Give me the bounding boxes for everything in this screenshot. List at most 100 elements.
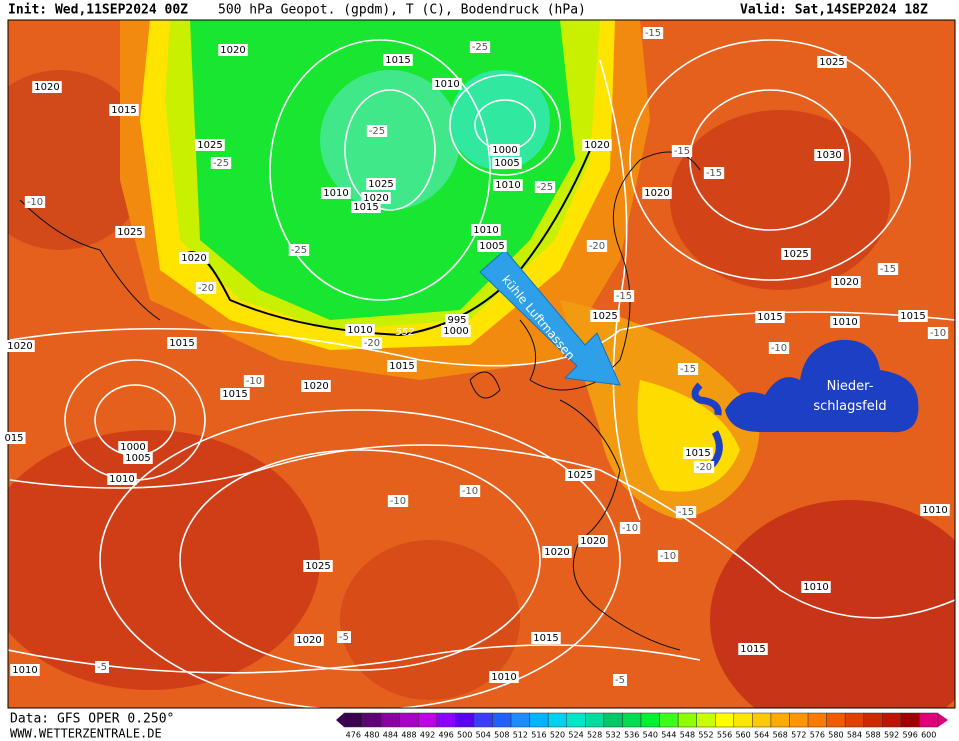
cloud-label: schlagsfeld [813, 399, 886, 414]
temperature-label: -15 [880, 264, 896, 275]
temperature-label-box [613, 674, 627, 686]
isobar-label-box [115, 226, 145, 238]
isobar-label: 1025 [783, 249, 808, 260]
isobar-label-box [123, 452, 153, 464]
map-frame [7, 19, 956, 709]
colorbar-left-tip [336, 713, 344, 727]
isobar-label: 1025 [117, 227, 142, 238]
temperature-label-box [768, 342, 790, 354]
site-url: WWW.WETTERZENTRALE.DE [10, 727, 162, 741]
isobar-label: 1020 [363, 193, 388, 204]
temperature-label: -25 [537, 182, 553, 193]
colorbar-label: 556 [717, 731, 732, 740]
colorbar-label: 516 [531, 731, 546, 740]
colorbar-cell [492, 712, 512, 728]
isobar-label-box [220, 388, 250, 400]
colorbar-label: 600 [921, 731, 936, 740]
temperature-label-box [642, 27, 664, 39]
isobar-label-box [493, 179, 523, 191]
labels: 1020102010151025101510101000100510101025… [2, 27, 950, 686]
colorbar-label: 572 [791, 731, 806, 740]
temperature-label-box [927, 327, 949, 339]
colorbar-cell [900, 712, 920, 728]
temperature-label: -20 [364, 338, 380, 349]
isobar-label: 1020 [34, 82, 59, 93]
isobar-label-box [531, 632, 561, 644]
colorbar-cell [418, 712, 438, 728]
colorbar-label: 568 [773, 731, 788, 740]
temperature-label: -20 [198, 283, 214, 294]
colorbar-cell [399, 712, 419, 728]
colorbar-cell [603, 712, 623, 728]
isobar-label: 1015 [222, 389, 247, 400]
isobar-label-box [301, 380, 331, 392]
colorbar-cell [622, 712, 642, 728]
isobar-label: 1010 [922, 505, 947, 516]
colorbar-label: 592 [884, 731, 899, 740]
temperature-label: -10 [246, 376, 262, 387]
colorbar-label: 524 [568, 731, 583, 740]
temperature-label: -5 [97, 662, 107, 673]
colorbar-label: 564 [754, 731, 769, 740]
isobar-label: 1020 [833, 277, 858, 288]
isobar-label-box [351, 201, 381, 213]
isobar-label-box [441, 325, 471, 337]
isobar-label-box [387, 360, 417, 372]
isobar-label-box [303, 560, 333, 572]
isobar-label: 1030 [816, 150, 841, 161]
isobar-label-box [445, 314, 469, 326]
temperature-label-box [619, 522, 641, 534]
isobar-label: 1015 [385, 55, 410, 66]
temperature-label-box [387, 495, 409, 507]
temperature-label-box [703, 167, 725, 179]
colorbar-right-tip [938, 713, 948, 727]
colorbar-cell [826, 712, 846, 728]
isobar-label-box [542, 546, 572, 558]
colorbar-label: 476 [346, 731, 361, 740]
colorbar-cell [715, 712, 735, 728]
isobar-label-box [590, 310, 620, 322]
isobar-label: 1015 [389, 361, 414, 372]
colorbar-cell [343, 712, 363, 728]
colorbar-label: 480 [364, 731, 379, 740]
temperature-label-box [337, 631, 351, 643]
colorbar-label: 588 [865, 731, 880, 740]
isobar-label-box [801, 581, 831, 593]
temperature-label: -10 [771, 343, 787, 354]
isobar-label-box [432, 78, 462, 90]
isobar-label: 1000 [120, 442, 145, 453]
isobar-label-box [781, 248, 811, 260]
temperature-label-box [288, 244, 310, 256]
colorbar-cell [566, 712, 586, 728]
map-field [8, 20, 955, 708]
colorbar-label: 536 [624, 731, 639, 740]
colorbar-cell [473, 712, 493, 728]
isobar-label: 1010 [347, 325, 372, 336]
isobar-label-box [167, 337, 197, 349]
isobar-label-box [366, 178, 396, 190]
colorbar-label: 596 [903, 731, 918, 740]
isobar-label: 1020 [181, 253, 206, 264]
isobar-label: 1010 [473, 225, 498, 236]
temperature-label: -15 [678, 507, 694, 518]
isobar-label: 1010 [323, 188, 348, 199]
temperature-label-box [361, 337, 383, 349]
temperature-label: -25 [213, 158, 229, 169]
isobar-label-box [565, 469, 595, 481]
isobar-label: 1020 [580, 536, 605, 547]
colorbar-cell [677, 712, 697, 728]
temperature-label-box [95, 661, 109, 673]
isobar-label: 1010 [495, 180, 520, 191]
isobar-label: 1020 [7, 341, 32, 352]
isobar-label-box [2, 432, 26, 444]
temperature-label: -5 [339, 632, 349, 643]
colorbar-cell [863, 712, 883, 728]
temperature-label: -20 [589, 241, 605, 252]
isobar-label-box [321, 187, 351, 199]
colorbar-cell [807, 712, 827, 728]
temperature-label-box [24, 196, 46, 208]
temperature-label-box [534, 181, 556, 193]
isobar-label: 1015 [353, 202, 378, 213]
